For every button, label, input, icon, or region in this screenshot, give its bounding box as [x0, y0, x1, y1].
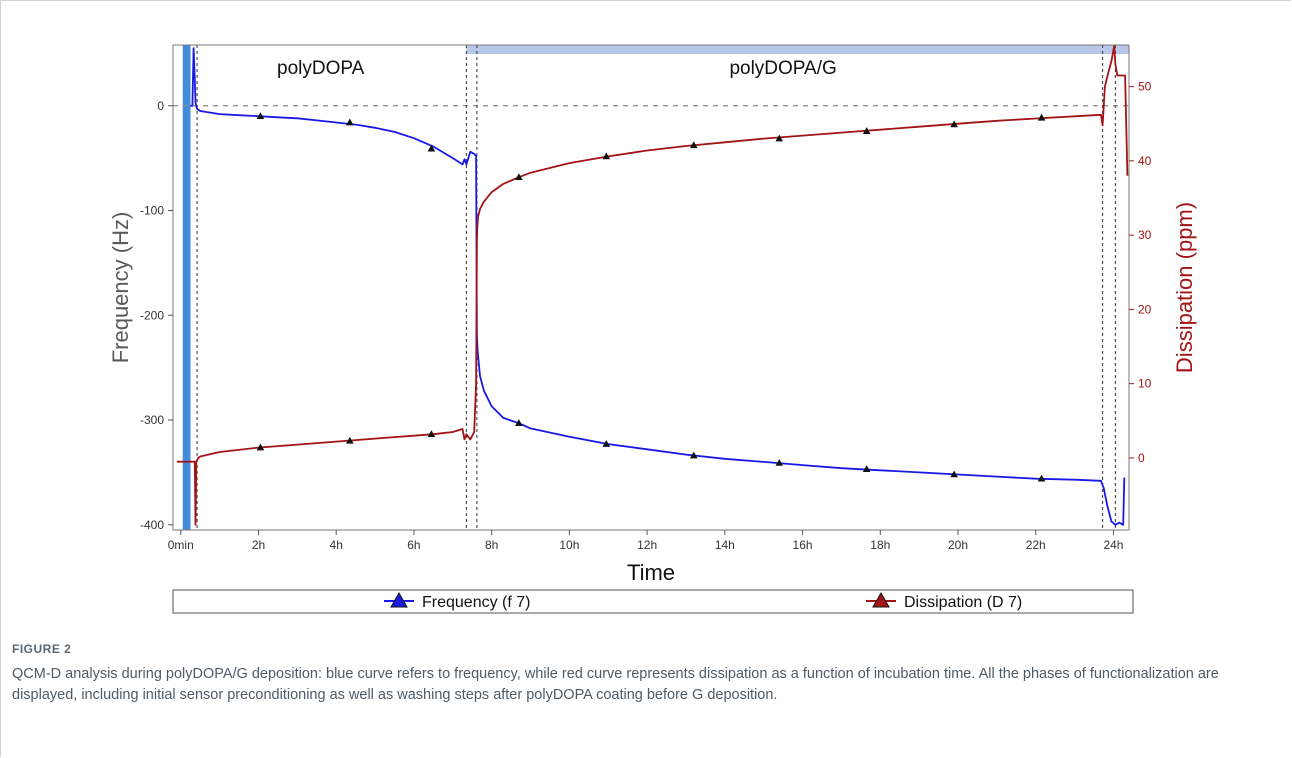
x-tick-label-8: 16h [793, 538, 813, 552]
data-marker-1 [346, 118, 354, 126]
y-right-tick-label-5: 0 [1138, 451, 1145, 465]
x-tick-label-2: 4h [330, 538, 343, 552]
y-right-tick-label-1: 40 [1138, 154, 1152, 168]
x-tick-label-10: 20h [948, 538, 968, 552]
figure-label: FIGURE 2 [12, 642, 72, 656]
y-left-axis-title: Frequency (Hz) [108, 212, 133, 364]
shaded-region-0 [182, 45, 191, 530]
x-tick-label-7: 14h [715, 538, 735, 552]
x-tick-label-9: 18h [870, 538, 890, 552]
data-marker-12 [427, 430, 436, 437]
data-marker-18 [950, 120, 958, 128]
qcmd-chart: polyDOPA polyDOPA/G 0min 2h 4h 6h 8h 10h 12h 14h… [108, 44, 1197, 614]
data-marker-9 [1037, 474, 1046, 482]
data-marker-15 [689, 141, 698, 149]
y-left-tick-label-2: -200 [140, 308, 164, 322]
x-tick-label-11: 22h [1026, 538, 1046, 552]
figure-caption-text: QCM-D analysis during polyDOPA/G deposit… [12, 666, 1219, 703]
y-right-tick-label-4: 10 [1138, 377, 1152, 391]
x-axis-title: Time [627, 560, 675, 585]
series-line-dissipation [176, 44, 1129, 526]
phase-label-0: polyDOPA [277, 58, 365, 79]
data-marker-5 [689, 451, 698, 459]
y-right-tick-label-3: 20 [1138, 302, 1152, 316]
legend-marker-0 [390, 591, 408, 608]
legend-marker-1 [872, 591, 890, 608]
data-marker-16 [775, 134, 784, 142]
legend-box [172, 589, 1134, 614]
y-left-tick-label-4: -400 [140, 518, 164, 532]
y-left-tick-label-0: 0 [157, 99, 164, 113]
data-marker-4 [602, 440, 611, 447]
data-marker-3 [515, 419, 523, 426]
data-marker-2 [427, 144, 436, 152]
x-tick-label-6: 12h [637, 538, 657, 552]
x-tick-label-1: 2h [252, 538, 265, 552]
x-tick-label-5: 10h [559, 538, 579, 552]
x-tick-label-3: 6h [407, 538, 420, 552]
figure-caption: FIGURE 2 QCM-D analysis during polyDOPA/… [12, 642, 1272, 706]
series-line-frequency [190, 47, 1126, 526]
y-right-tick-label-0: 50 [1138, 80, 1152, 94]
y-left-tick-label-1: -100 [140, 204, 164, 218]
x-tick-label-4: 8h [485, 538, 498, 552]
phase-label-1: polyDOPA/G [729, 58, 836, 79]
data-marker-7 [862, 465, 871, 473]
data-marker-14 [602, 152, 611, 160]
data-marker-13 [515, 173, 523, 181]
legend-label-0: Frequency (f 7) [422, 594, 530, 611]
data-marker-11 [346, 436, 354, 444]
data-marker-8 [950, 470, 958, 478]
y-right-axis-title: Dissipation (ppm) [1172, 202, 1197, 373]
data-marker-0 [256, 112, 265, 120]
plot-area [172, 44, 1130, 531]
legend-label-1: Dissipation (D 7) [904, 594, 1022, 611]
data-marker-19 [1037, 113, 1046, 121]
data-marker-10 [256, 443, 265, 451]
data-marker-6 [775, 458, 784, 466]
y-left-tick-label-3: -300 [140, 413, 164, 427]
shaded-band-1 [466, 45, 1129, 54]
data-marker-17 [862, 127, 871, 134]
x-tick-label-0: 0min [168, 538, 194, 552]
x-tick-label-12: 24h [1103, 538, 1123, 552]
y-right-tick-label-2: 30 [1138, 228, 1152, 242]
